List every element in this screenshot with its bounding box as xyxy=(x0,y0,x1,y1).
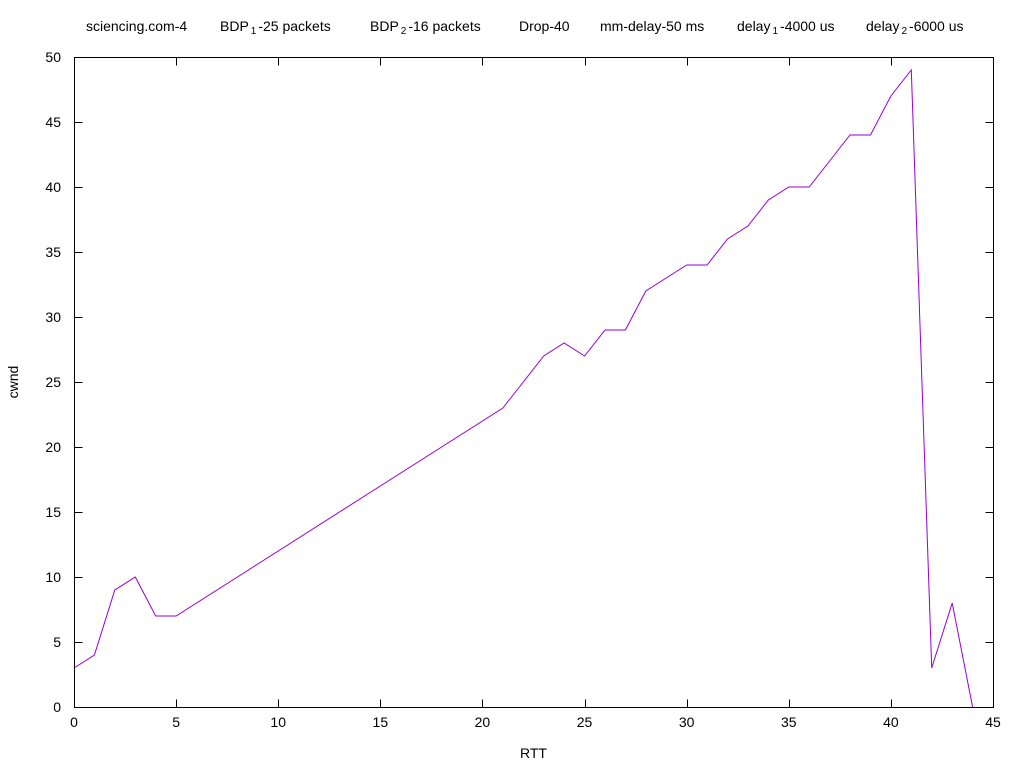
x-tick-label: 40 xyxy=(883,714,899,730)
x-axis-label: RTT xyxy=(520,745,547,761)
y-tick-label: 5 xyxy=(53,634,61,650)
y-tick-label: 40 xyxy=(45,179,61,195)
y-tick-label: 15 xyxy=(45,504,61,520)
y-tick-label: 20 xyxy=(45,439,61,455)
title-part-bdp1: BDP 1 -25 packets xyxy=(220,18,331,37)
x-tick-label: 5 xyxy=(172,714,180,730)
title-part-drop: Drop-40 xyxy=(519,18,570,34)
title-part-delay1: delay 1 -4000 us xyxy=(737,18,835,37)
series-lines xyxy=(73,68,974,708)
x-tick-label: 15 xyxy=(373,714,389,730)
plot-frame xyxy=(74,57,994,708)
x-tick-label: 0 xyxy=(70,714,78,730)
title-part-source: sciencing.com-4 xyxy=(86,18,188,34)
y-tick-label: 10 xyxy=(45,569,61,585)
chart-title: sciencing.com-4 BDP 1 -25 packets BDP 2 -16 … xyxy=(0,18,1024,38)
title-part-mm-delay: mm-delay-50 ms xyxy=(600,18,705,34)
y-tick-label: 50 xyxy=(45,49,61,65)
tick-labels: 0 5 10 15 20 25 30 35 40 45 0 5 10 15 20 25 30 35 40 45 50 xyxy=(45,49,1001,730)
x-tick-label: 25 xyxy=(577,714,593,730)
y-tick-label: 35 xyxy=(45,244,61,260)
x-tick-label: 20 xyxy=(475,714,491,730)
series-line-1 xyxy=(73,68,974,708)
x-tick-label: 45 xyxy=(985,714,1001,730)
axis-ticks xyxy=(74,57,994,708)
x-tick-label: 10 xyxy=(270,714,286,730)
y-tick-label: 45 xyxy=(45,114,61,130)
y-tick-label: 30 xyxy=(45,309,61,325)
x-tick-label: 35 xyxy=(781,714,797,730)
y-axis-label: cwnd xyxy=(5,366,21,399)
y-tick-label: 25 xyxy=(45,374,61,390)
title-part-bdp2: BDP 2 -16 packets xyxy=(370,18,481,37)
x-tick-label: 30 xyxy=(679,714,695,730)
y-tick-label: 0 xyxy=(53,699,61,715)
title-part-delay2: delay 2 -6000 us xyxy=(866,18,964,37)
